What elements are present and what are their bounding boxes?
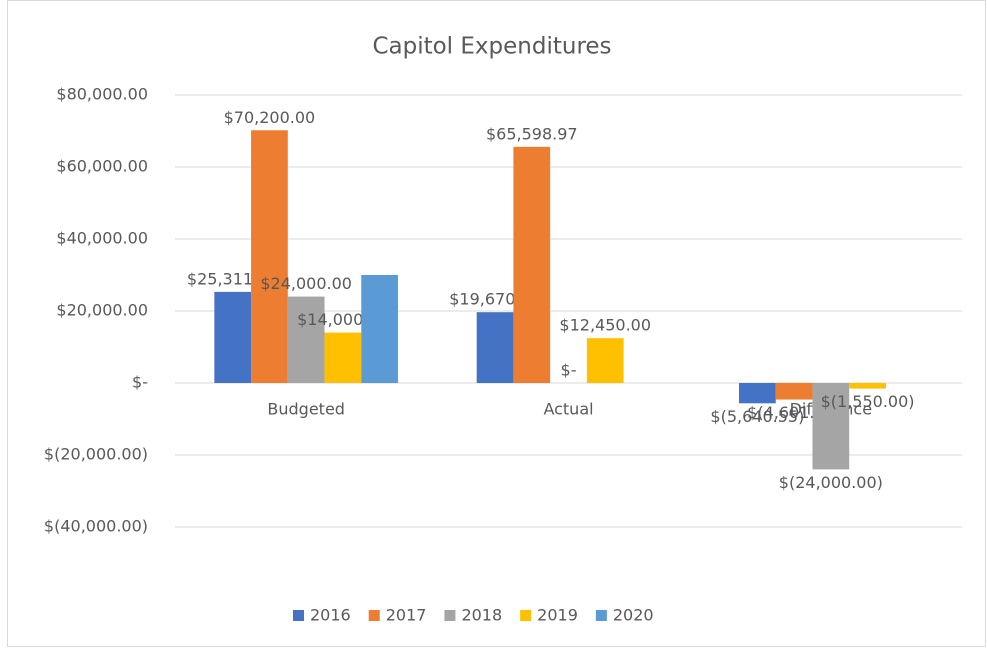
- bar: [775, 383, 813, 400]
- data-label: $65,598.97: [486, 124, 578, 143]
- bar: [812, 383, 850, 470]
- data-label: $12,450.00: [559, 316, 651, 335]
- legend-label: 2020: [613, 606, 654, 625]
- data-label: $(5,640.55): [710, 407, 804, 426]
- legend-swatch: [293, 610, 304, 621]
- data-label: $70,200.00: [224, 108, 316, 127]
- x-tick-label: Budgeted: [267, 400, 345, 419]
- data-label: $(1,550.00): [821, 392, 915, 411]
- y-tick-label: $80,000.00: [56, 85, 148, 104]
- legend-label: 2016: [310, 606, 351, 625]
- y-tick-label: $40,000.00: [56, 229, 148, 248]
- x-tick-label: Actual: [543, 400, 593, 419]
- legend-label: 2019: [537, 606, 578, 625]
- data-label: $24,000.00: [260, 274, 352, 293]
- y-tick-label: $60,000.00: [56, 157, 148, 176]
- bar: [513, 146, 551, 383]
- legend-swatch: [368, 610, 380, 621]
- legend-swatch: [595, 610, 607, 621]
- y-tick-label: $(40,000.00): [44, 517, 148, 536]
- y-tick-label: $-: [132, 373, 148, 392]
- data-label: $(24,000.00): [779, 473, 883, 492]
- chart-title: Capitol Expenditures: [372, 34, 611, 60]
- y-tick-label: $(20,000.00): [44, 445, 148, 464]
- bar: [476, 312, 514, 383]
- bar: [849, 383, 886, 389]
- y-tick-label: $20,000.00: [56, 301, 148, 320]
- bar: [586, 338, 624, 383]
- data-label: $-: [561, 361, 577, 380]
- legend-swatch: [520, 610, 532, 621]
- bar: [361, 275, 398, 383]
- bar: [251, 130, 288, 383]
- bar: [739, 383, 776, 404]
- legend-label: 2018: [461, 606, 502, 625]
- legend-swatch: [444, 610, 456, 621]
- bar: [214, 291, 252, 383]
- legend-label: 2017: [386, 606, 427, 625]
- bar: [324, 332, 362, 383]
- bar: [287, 296, 325, 383]
